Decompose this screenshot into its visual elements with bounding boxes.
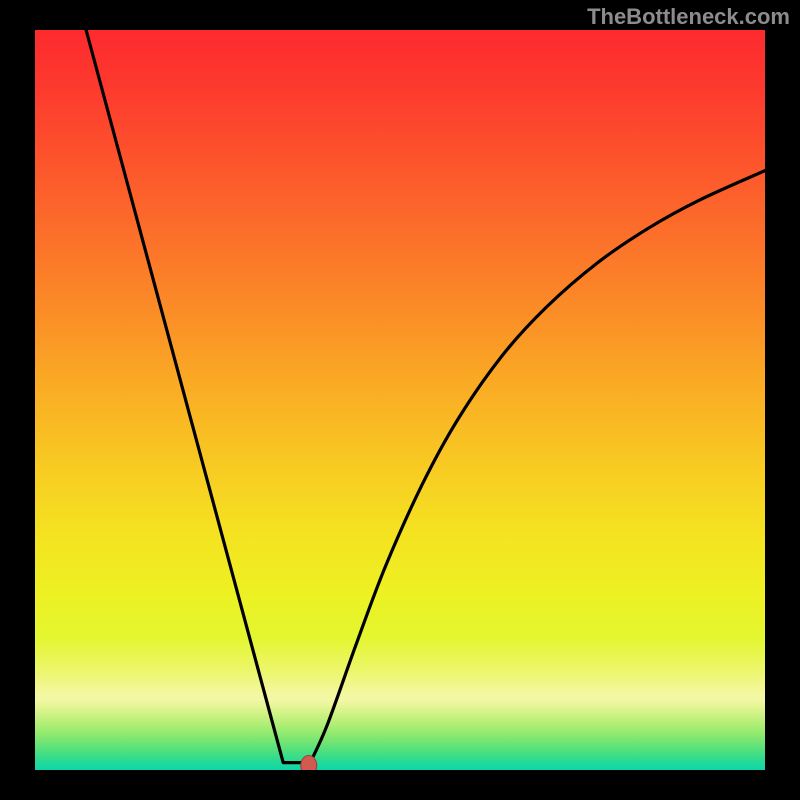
gradient-background bbox=[35, 30, 765, 770]
watermark-text: TheBottleneck.com bbox=[587, 4, 790, 30]
chart-container: TheBottleneck.com bbox=[0, 0, 800, 800]
plot-area bbox=[35, 30, 765, 770]
chart-svg bbox=[35, 30, 765, 770]
minimum-marker bbox=[301, 756, 317, 770]
